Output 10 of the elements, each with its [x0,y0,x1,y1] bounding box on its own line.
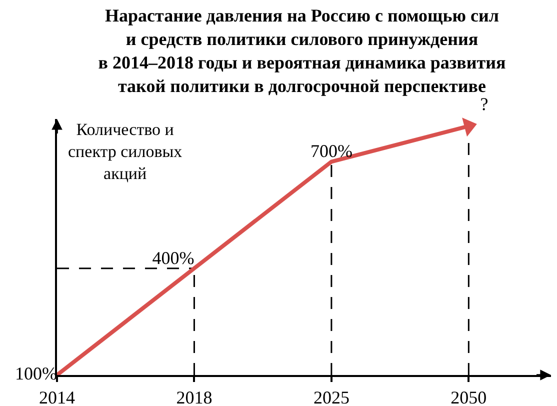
x-tick-label: 2050 [450,388,487,406]
x-tick-label: 2018 [176,388,212,406]
x-tick-label: 2025 [313,388,350,406]
chart-title: Нарастание давления на Россию с помощью сил и средств политики силового принуждения в 2014–2018 годы и вероятная динамика развития такой политики в долгосрочной перспективе [98,6,506,96]
data-label: 100% [15,364,57,384]
x-tick-label: 2014 [39,388,75,406]
data-label: ? [480,94,488,114]
data-label: 700% [310,141,352,162]
y-axis-title: Количество и спектр силовых акций [68,120,183,184]
data-label: 400% [152,248,194,268]
